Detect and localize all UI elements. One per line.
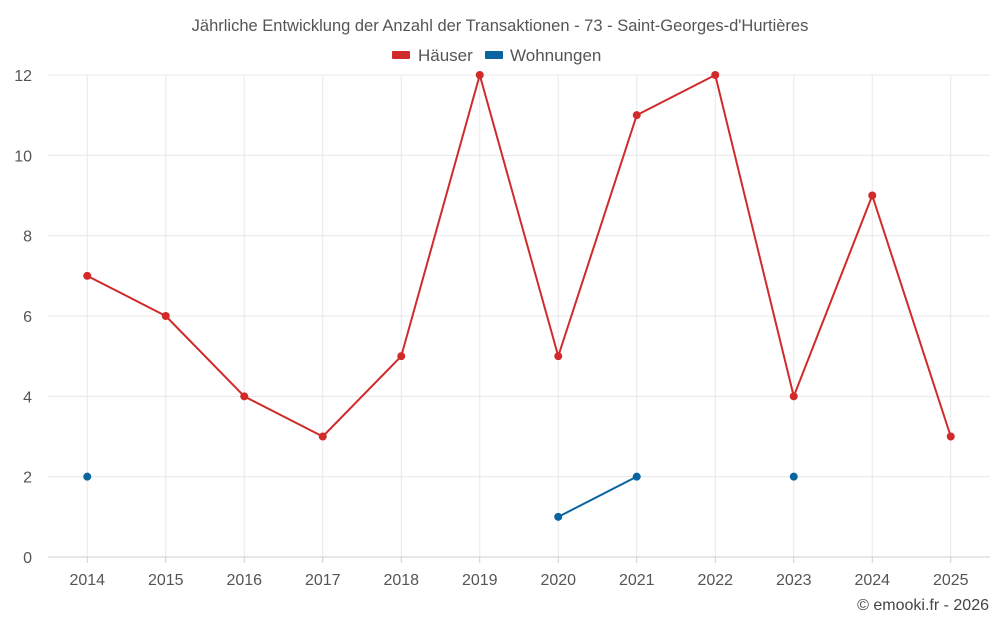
data-point[interactable] [83,271,92,280]
data-point[interactable] [789,392,798,401]
x-tick-label: 2023 [776,572,812,589]
axes: 0 2 4 6 8 10 12 2014 2015 2016 2017 2018 2019 2020 202… [14,68,990,589]
data-point[interactable] [318,432,327,441]
legend-swatch-wohnungen [485,51,503,59]
credit-text: © emooki.fr - 2026 [857,597,989,614]
legend-item-wohnungen[interactable]: Wohnungen [485,46,601,65]
x-tick-label: 2019 [462,572,498,589]
x-tick-label: 2014 [69,572,105,589]
x-tick-label: 2015 [148,572,184,589]
x-tick-label: 2018 [383,572,419,589]
data-point[interactable] [789,472,798,481]
series-line [86,74,952,438]
legend-label-wohnungen: Wohnungen [510,46,601,65]
y-tick-label: 10 [14,148,32,165]
x-tick-label: 2021 [619,572,655,589]
x-tick-label: 2016 [226,572,262,589]
data-point[interactable] [397,352,406,361]
x-tick-label: 2020 [540,572,576,589]
y-tick-label: 0 [23,550,32,567]
grid [48,74,990,557]
data-point[interactable] [632,472,641,481]
series-line [557,475,638,518]
data-point[interactable] [711,71,720,79]
data-point[interactable] [83,472,92,481]
y-tick-label: 6 [23,309,32,326]
x-tick-label: 2022 [697,572,733,589]
y-tick-label: 2 [23,470,32,487]
series [83,71,955,521]
data-point[interactable] [475,71,484,79]
data-point[interactable] [554,512,563,521]
data-point[interactable] [946,432,955,441]
y-tick-label: 12 [14,68,32,85]
legend-item-haeuser[interactable]: Häuser [392,46,473,65]
x-tick-label: 2025 [933,572,969,589]
chart-title: Jährliche Entwicklung der Anzahl der Tra… [192,17,809,35]
legend: Häuser Wohnungen [392,46,601,65]
y-tick-label: 4 [23,389,32,406]
data-point[interactable] [868,191,877,200]
x-tick-label: 2017 [305,572,341,589]
series-1 [83,472,798,521]
series-0 [83,71,955,441]
legend-swatch-haeuser [392,51,410,59]
x-tick-label: 2024 [854,572,890,589]
legend-label-haeuser: Häuser [418,46,473,65]
data-point[interactable] [240,392,249,401]
data-point[interactable] [161,312,170,320]
data-point[interactable] [632,111,641,120]
data-point[interactable] [554,352,563,361]
y-tick-label: 8 [23,229,32,246]
